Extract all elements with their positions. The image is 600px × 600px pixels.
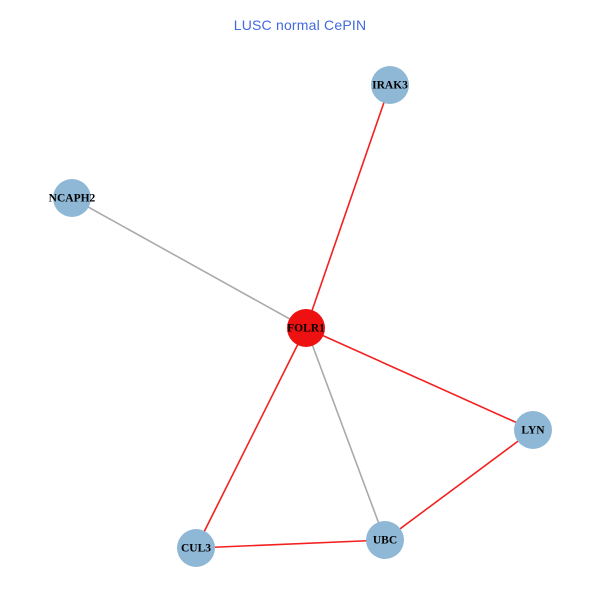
- node-circle-irak3[interactable]: [371, 66, 409, 104]
- edge-cul3-ubc: [195, 539, 386, 549]
- node-label-lyn: LYN: [521, 425, 545, 437]
- page-title: LUSC normal CePIN: [233, 17, 367, 33]
- node-irak3[interactable]: IRAK3: [371, 66, 409, 104]
- edge-folr1-lyn: [305, 327, 534, 431]
- node-ubc[interactable]: UBC: [366, 521, 404, 559]
- node-circle-folr1[interactable]: [287, 309, 325, 347]
- edge-folr1-ncaph2: [71, 197, 307, 329]
- edges-group: [71, 84, 534, 549]
- node-label-irak3: IRAK3: [372, 80, 408, 92]
- node-circle-cul3[interactable]: [177, 529, 215, 567]
- node-folr1[interactable]: FOLR1: [287, 309, 325, 347]
- node-label-ubc: UBC: [373, 535, 397, 547]
- edge-ubc-lyn: [384, 429, 534, 541]
- node-label-folr1: FOLR1: [287, 323, 325, 335]
- node-circle-lyn[interactable]: [514, 411, 552, 449]
- edge-folr1-irak3: [305, 84, 391, 329]
- node-lyn[interactable]: LYN: [514, 411, 552, 449]
- node-circle-ubc[interactable]: [366, 521, 404, 559]
- node-ncaph2[interactable]: NCAPH2: [49, 179, 96, 217]
- edge-folr1-ubc: [305, 327, 386, 541]
- nodes-group: IRAK3 NCAPH2 FOLR1 LYN CUL3 UBC: [49, 66, 552, 567]
- node-cul3[interactable]: CUL3: [177, 529, 215, 567]
- node-label-cul3: CUL3: [181, 543, 211, 555]
- node-label-ncaph2: NCAPH2: [49, 193, 96, 205]
- node-circle-ncaph2[interactable]: [53, 179, 91, 217]
- edge-folr1-cul3: [195, 327, 307, 549]
